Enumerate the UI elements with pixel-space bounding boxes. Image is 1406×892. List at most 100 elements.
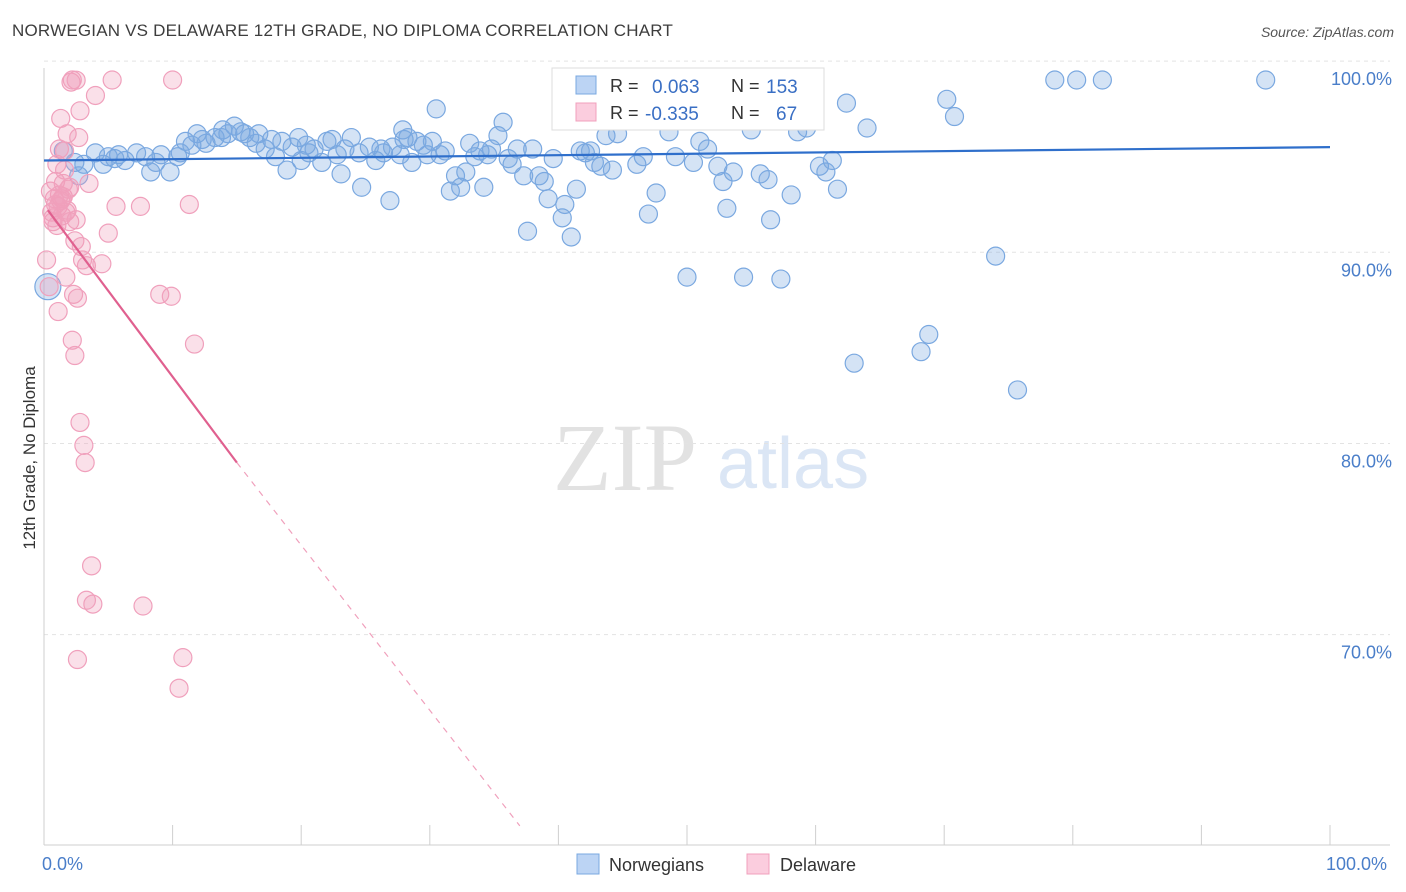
norwegians-point-47 [322, 129, 342, 150]
norwegians-point-126 [760, 210, 781, 230]
delaware-point-54 [76, 590, 97, 610]
stats-swatch-pink [575, 102, 597, 122]
norwegians-point-48 [327, 145, 347, 165]
norwegians-point-143 [1007, 380, 1028, 400]
legend: Norwegians Delaware [576, 853, 856, 875]
delaware-point-63 [60, 177, 80, 197]
delaware-point-41 [133, 596, 153, 616]
y-tick-label-3: 100.0% [1331, 69, 1392, 89]
stats-r-label-pink: R = [610, 103, 639, 123]
delaware-point-24 [66, 70, 86, 90]
delaware-point-43 [161, 286, 181, 306]
norwegians-point-73 [445, 166, 466, 186]
norwegians-point-58 [380, 191, 400, 211]
norwegians-point-75 [456, 162, 476, 182]
norwegians-point-136 [844, 353, 864, 373]
norwegians-point-38 [277, 160, 297, 180]
delaware-point-33 [81, 556, 102, 576]
norwegians-point-132 [816, 162, 836, 182]
norwegians-point-115 [683, 152, 704, 173]
delaware-point-14 [54, 160, 75, 180]
x-tick-label-min: 0.0% [42, 854, 83, 874]
norwegians-point-15 [151, 145, 171, 165]
delaware-point-48 [163, 70, 183, 90]
chart-title: NORWEGIAN VS DELAWARE 12TH GRADE, NO DIP… [12, 21, 674, 40]
norwegians-point-139 [919, 324, 939, 345]
delaware-point-49 [62, 330, 82, 350]
axes [43, 68, 1390, 846]
watermark-zip: ZIP [553, 404, 697, 511]
y-tick-labels: 70.0% 80.0% 90.0% 100.0% [1331, 69, 1392, 663]
norwegians-point-96 [561, 227, 581, 247]
norwegians-point-147 [1092, 70, 1112, 90]
delaware-point-52 [70, 412, 90, 433]
delaware-point-31 [76, 256, 97, 276]
delaware-point-22 [63, 284, 84, 304]
norwegians-point-144 [1045, 70, 1065, 90]
stats-n-value-blue: 153 [766, 77, 798, 98]
delaware-point-36 [92, 254, 112, 274]
y-tick-label-0: 70.0% [1341, 643, 1392, 663]
norwegians-point-12 [135, 147, 156, 167]
norwegians-point-91 [534, 171, 554, 192]
stats-r-value-blue: 0.063 [652, 77, 700, 98]
stats-r-value-pink: -0.335 [645, 104, 699, 125]
norwegians-point-74 [451, 177, 471, 197]
stats-n-value-pink: 67 [776, 104, 797, 125]
norwegians-point-72 [440, 181, 460, 201]
norwegians-point-138 [911, 342, 931, 362]
legend-label-norwegians: Norwegians [609, 855, 704, 875]
norwegians-point-60 [390, 145, 410, 165]
y-axis-title: 12th Grade, No Diploma [20, 366, 39, 550]
delaware-point-35 [85, 85, 106, 106]
stats-n-label-pink: N = [731, 103, 760, 123]
norwegians-point-64 [402, 152, 422, 173]
norwegians-point-53 [352, 177, 372, 197]
norwegians-point-104 [602, 160, 623, 180]
stats-n-label-blue: N = [731, 76, 760, 96]
norwegians-point-142 [986, 246, 1006, 266]
norwegians-point-5 [85, 143, 106, 163]
delaware-point-26 [69, 127, 89, 148]
delaware-trend-extension [236, 462, 521, 827]
norwegians-point-79 [474, 177, 494, 197]
norwegians-point-88 [517, 221, 538, 241]
delaware-point-1 [39, 277, 59, 297]
norwegians-point-0 [34, 273, 62, 301]
norwegians-point-114 [677, 267, 697, 287]
norwegians-point-113 [665, 147, 686, 167]
watermark-atlas: atlas [717, 424, 869, 504]
norwegians-point-120 [717, 198, 737, 218]
norwegians-point-41 [291, 150, 311, 171]
norwegians-point-92 [538, 189, 558, 209]
norwegians-point-117 [697, 139, 718, 159]
norwegians-point-49 [331, 164, 351, 184]
norwegians-point-125 [758, 170, 778, 190]
norwegians-point-69 [426, 99, 446, 119]
norwegians-point-18 [170, 143, 190, 163]
norwegians-point-89 [523, 139, 543, 159]
delaware-point-45 [173, 648, 193, 668]
y-tick-label-1: 80.0% [1341, 451, 1392, 471]
stats-r-label-blue: R = [610, 76, 639, 96]
norwegians-point-121 [723, 162, 743, 182]
norwegians-point-135 [836, 93, 857, 113]
norwegians-point-16 [160, 162, 180, 182]
norwegians-point-20 [182, 135, 202, 155]
delaware-trend-line [46, 209, 238, 464]
x-tick-label-max: 100.0% [1326, 854, 1387, 874]
delaware-point-46 [179, 194, 199, 215]
delaware-point-0 [36, 250, 57, 270]
norwegians-point-122 [733, 267, 754, 287]
norwegians-point-141 [944, 106, 965, 127]
norwegians-point-111 [646, 183, 666, 203]
y-tick-label-2: 90.0% [1341, 260, 1392, 280]
legend-label-delaware: Delaware [780, 855, 856, 875]
norwegians-point-140 [937, 89, 957, 109]
delaware-point-62 [54, 141, 75, 161]
norwegians-point-145 [1067, 70, 1087, 90]
norwegians-point-128 [781, 185, 801, 205]
norwegians-point-97 [566, 179, 587, 199]
norwegians-point-110 [638, 204, 659, 224]
